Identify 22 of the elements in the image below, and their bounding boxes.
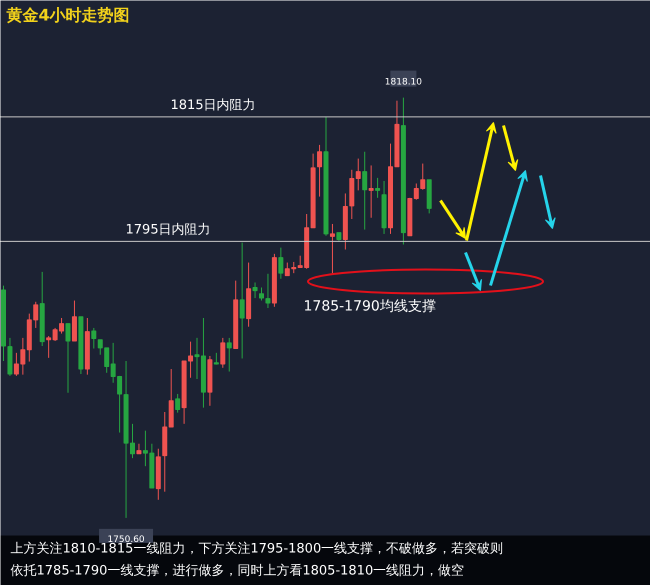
candlestick [66,323,70,394]
candlestick [259,286,264,302]
annotation: 1818.10 [384,78,422,88]
candlestick [175,393,180,414]
candlestick [252,282,258,299]
candlestick [317,144,322,198]
candlestick [265,273,270,309]
candlestick [226,337,232,372]
candlestick [375,177,380,198]
candlestick [362,151,368,230]
candlestick [240,242,245,359]
candlestick [220,337,226,368]
ref-line-label: 1795日内阻力 [126,222,211,238]
chart-title: 黄金4小时走势图 [6,6,130,24]
candlestick [330,223,335,274]
candlestick [368,164,374,218]
candlestick [278,247,284,280]
ref-line-label: 1815日内阻力 [170,98,256,113]
annotation: 1785-1790均线支撑 [304,298,436,314]
candlestick [91,327,96,349]
text: 依托1785-1790一线支撑，进行做多，同时上方看1805-1810一线阻力，做空 [10,562,464,578]
candlestick [136,443,142,454]
